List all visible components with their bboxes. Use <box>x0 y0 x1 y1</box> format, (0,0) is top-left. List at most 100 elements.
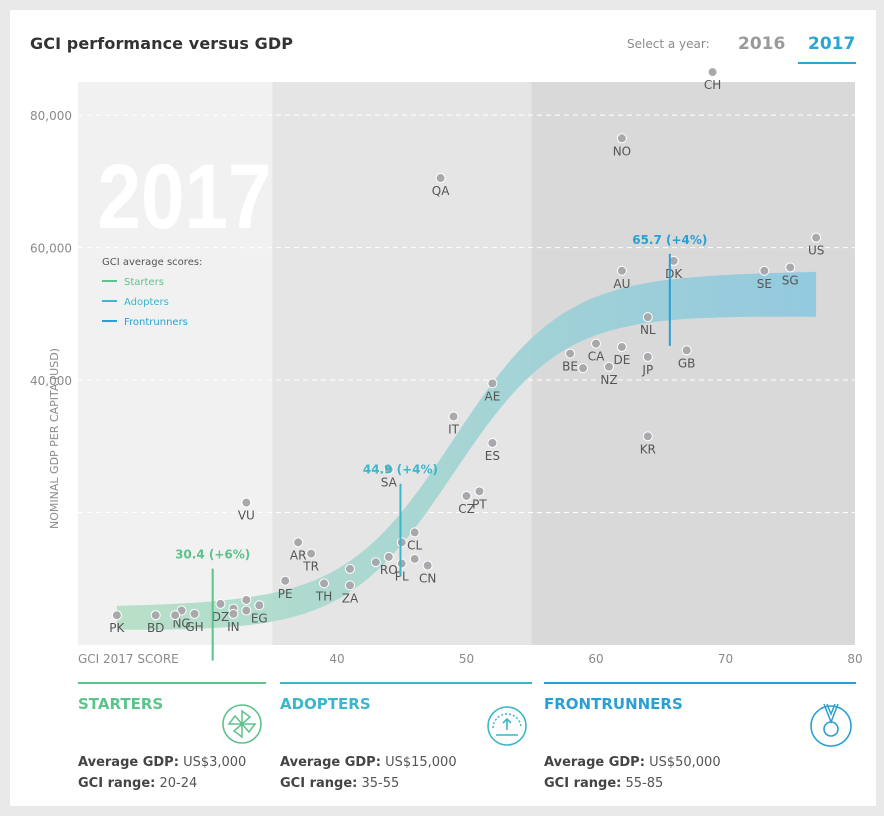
big-year-watermark: 2017 <box>98 146 272 248</box>
starters-gci-range: GCI range: 20-24 <box>78 776 198 791</box>
legend: GCI average scores: Starters Adopters Fr… <box>102 257 202 328</box>
frontrunners-rule <box>544 682 856 684</box>
point-label-jp: JP <box>641 363 653 377</box>
data-point-it <box>448 411 459 422</box>
y-axis-title: NOMINAL GDP PER CAPITA (USD) <box>48 348 61 529</box>
data-point-za <box>344 580 355 591</box>
point-label-se: SE <box>757 277 772 291</box>
point-label-vu: VU <box>238 509 255 523</box>
data-point-be <box>565 348 576 359</box>
data-point-in <box>228 608 239 619</box>
selected-year-underline <box>798 62 856 64</box>
point-label-pk: PK <box>109 621 125 635</box>
data-point-se <box>759 265 770 276</box>
page-title: GCI performance versus GDP <box>30 34 294 53</box>
point-label-sg: SG <box>782 273 799 287</box>
scatter-chart: 2017 GCI average scores: Starters Adopte… <box>30 67 863 666</box>
marker-label-starters: 30.4 (+6%) <box>175 548 250 562</box>
legend-label-starters: Starters <box>124 277 164 288</box>
data-point-dz <box>215 598 226 609</box>
starters-avg-gdp-value: US$3,000 <box>183 755 247 770</box>
marker-label-frontrunners: 65.7 (+4%) <box>632 233 707 247</box>
adopters-avg-gdp-value: US$15,000 <box>385 755 457 770</box>
data-point-pe <box>280 575 291 586</box>
point-label-cn: CN <box>419 572 436 586</box>
adopters-gci-range: GCI range: 35-55 <box>280 776 400 791</box>
point-label-es: ES <box>485 449 500 463</box>
year-select-label: Select a year: <box>627 37 710 51</box>
point-label-ro: RO <box>380 563 398 577</box>
x-tick-label: 60 <box>588 652 603 666</box>
point-label-cl: CL <box>407 538 422 552</box>
x-tick-label: 70 <box>718 652 733 666</box>
point-label-pl: PL <box>395 570 409 584</box>
point-label-eg: EG <box>251 611 268 625</box>
pinwheel-icon <box>222 704 262 744</box>
category-starters: STARTERS Average GDP: US$3,000 GCI range… <box>78 682 266 812</box>
legend-label-adopters: Adopters <box>124 297 169 308</box>
data-point-tr <box>306 548 317 559</box>
point-label-au: AU <box>613 277 630 291</box>
x-tick-label: 80 <box>847 652 862 666</box>
data-point-ar <box>293 537 304 548</box>
frontrunners-avg-gdp: Average GDP: US$50,000 <box>544 755 721 770</box>
point-label-nl: NL <box>640 323 656 337</box>
data-point-nl <box>642 312 653 323</box>
point-label-cz: CZ <box>458 502 475 516</box>
point-label-us: US <box>808 244 824 258</box>
point-label-de: DE <box>613 353 630 367</box>
data-point-ca <box>591 338 601 349</box>
point-label-qa: QA <box>432 184 450 198</box>
adopters-range-value: 35-55 <box>361 776 400 791</box>
point-label-ar: AR <box>290 548 307 562</box>
y-tick-label: 60,000 <box>30 242 72 256</box>
x-tick-label: 50 <box>459 652 474 666</box>
data-point <box>409 553 420 564</box>
data-point-gh <box>189 608 200 619</box>
point-label-pe: PE <box>278 587 293 601</box>
data-point-bd <box>150 610 161 621</box>
gci-trend-band <box>116 271 817 630</box>
data-point-pt <box>474 486 485 497</box>
zone-starters <box>78 82 273 645</box>
data-point-ae <box>487 378 498 389</box>
point-label-pt: PT <box>472 497 487 511</box>
data-point-kr <box>642 431 653 442</box>
point-label-dk: DK <box>665 267 683 281</box>
year-2016-button[interactable]: 2016 <box>738 34 786 54</box>
data-point-au <box>616 265 627 276</box>
point-label-in: IN <box>227 620 240 634</box>
point-label-no: NO <box>613 144 631 158</box>
data-point-sg <box>785 262 796 273</box>
data-point <box>578 363 589 374</box>
data-point-jp <box>642 351 653 362</box>
chart-card: GCI performance versus GDP Select a year… <box>10 10 876 806</box>
point-label-tr: TR <box>302 560 319 574</box>
data-point-es <box>487 437 498 448</box>
data-point-eg <box>254 600 265 611</box>
starters-range-value: 20-24 <box>159 776 198 791</box>
data-point-th <box>319 578 330 589</box>
data-point-ro <box>383 551 394 562</box>
category-frontrunners: FRONTRUNNERS Average GDP: US$50,000 GCI … <box>544 682 856 812</box>
x-tick-label: 40 <box>329 652 344 666</box>
data-point <box>241 594 252 605</box>
adopters-avg-gdp: Average GDP: US$15,000 <box>280 755 457 770</box>
data-point-us <box>811 232 822 243</box>
data-point <box>370 557 381 568</box>
point-label-sa: SA <box>381 475 398 489</box>
medal-icon <box>810 703 852 747</box>
point-label-bd: BD <box>147 621 164 635</box>
point-label-ng: NG <box>172 617 190 631</box>
data-point <box>170 610 181 621</box>
frontrunners-title: FRONTRUNNERS <box>544 695 683 713</box>
year-2017-button[interactable]: 2017 <box>808 34 856 54</box>
data-point <box>396 537 407 548</box>
starters-title: STARTERS <box>78 695 164 713</box>
point-label-it: IT <box>448 422 460 436</box>
marker-label-adopters: 44.9 (+4%) <box>363 463 438 477</box>
data-point-de <box>616 341 627 352</box>
frontrunners-range-value: 55-85 <box>625 776 664 791</box>
frontrunners-gci-range: GCI range: 55-85 <box>544 776 664 791</box>
point-label-dz: DZ <box>212 610 229 624</box>
